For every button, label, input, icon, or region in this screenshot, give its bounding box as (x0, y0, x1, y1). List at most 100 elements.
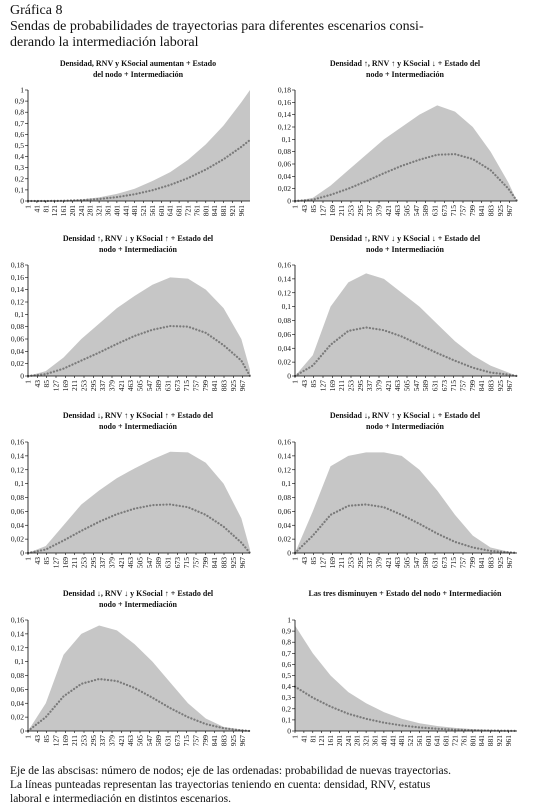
x-tick-label: 361 (104, 205, 113, 217)
chart-title: Las tres disminuyen + Estado del nodo + … (309, 589, 503, 598)
x-tick-label: 43 (300, 557, 309, 565)
x-tick-label: 589 (154, 380, 163, 392)
area (28, 277, 250, 376)
x-tick-label: 631 (431, 380, 440, 392)
x-tick-label: 361 (371, 735, 380, 747)
chart-title: nodo + Intermediación (366, 422, 444, 431)
y-tick-label: 0,12 (278, 465, 291, 474)
x-tick-label: 121 (50, 205, 59, 217)
chart: Densidad ↑, RNV ↑ y KSocial ↓ + Estado d… (278, 59, 519, 217)
chart-title: nodo + Intermediación (366, 245, 444, 254)
x-tick-label: 841 (210, 205, 219, 217)
y-tick-label: 0,04 (11, 347, 24, 356)
dotted-line (293, 153, 519, 203)
x-tick-label: 799 (468, 557, 477, 569)
x-tick-label: 757 (192, 735, 201, 747)
y-tick-label: 0,18 (11, 261, 24, 270)
x-tick-label: 211 (337, 557, 346, 568)
dotted-line (26, 503, 252, 555)
y-tick-label: 0,08 (11, 322, 24, 331)
x-tick-label: 337 (365, 557, 374, 569)
chart: Densidad, RNV y KSocial aumentan + Estad… (15, 59, 252, 217)
x-tick-label: 799 (201, 380, 210, 392)
y-tick-label: 0,04 (11, 521, 24, 530)
x-tick-label: 757 (192, 380, 201, 392)
x-tick-label: 715 (182, 380, 191, 392)
x-tick-label: 337 (98, 557, 107, 569)
x-tick-label: 925 (496, 557, 505, 569)
x-tick-label: 127 (319, 205, 328, 217)
x-tick-label: 883 (487, 205, 496, 217)
y-tick-label: 0,16 (11, 273, 24, 282)
x-tick-label: 295 (89, 380, 98, 392)
x-tick-label: 841 (210, 557, 219, 569)
x-tick-label: 757 (459, 205, 468, 217)
x-tick-label: 253 (347, 205, 356, 217)
y-tick-label: 0,04 (278, 172, 291, 181)
y-tick-label: 1 (20, 86, 24, 95)
y-tick-label: 0,02 (278, 535, 291, 544)
chart: Densidad ↓, RNV ↑ y KSocial ↓ + Estado d… (278, 411, 519, 569)
y-tick-label: 0,04 (278, 344, 291, 353)
x-tick-label: 883 (220, 735, 229, 747)
x-tick-label: 211 (70, 557, 79, 568)
x-tick-label: 81 (41, 205, 50, 213)
chart-title: nodo + Intermediación (99, 600, 177, 609)
x-tick-label: 43 (300, 205, 309, 213)
x-tick-label: 631 (431, 205, 440, 217)
x-tick-label: 601 (157, 205, 166, 217)
x-tick-label: 589 (154, 557, 163, 569)
x-tick-label: 481 (130, 205, 139, 217)
x-tick-label: 841 (477, 380, 486, 392)
x-tick-label: 961 (237, 205, 246, 217)
dotted-line (26, 324, 252, 378)
x-tick-label: 43 (33, 735, 42, 743)
x-tick-label: 841 (210, 380, 219, 392)
x-tick-label: 967 (505, 557, 514, 569)
x-tick-label: 421 (384, 205, 393, 217)
area (28, 625, 250, 731)
x-tick-label: 169 (328, 205, 337, 217)
y-tick-label: 0,9 (15, 97, 25, 106)
x-tick-label: 85 (42, 557, 51, 565)
y-tick-label: 0,06 (11, 685, 24, 694)
x-tick-label: 631 (164, 557, 173, 569)
x-tick-label: 505 (136, 380, 145, 392)
dotted-line (293, 685, 519, 732)
y-tick-label: 0,4 (15, 152, 25, 161)
x-tick-label: 799 (201, 557, 210, 569)
figure-title: Sendas de probabilidades de trayectorias… (10, 19, 424, 34)
x-tick-label: 883 (487, 557, 496, 569)
x-tick-label: 799 (201, 735, 210, 747)
x-tick-label: 463 (126, 380, 135, 392)
x-tick-label: 337 (365, 205, 374, 217)
x-tick-label: 211 (70, 735, 79, 746)
y-tick-label: 0,6 (282, 660, 292, 669)
x-tick-label: 211 (70, 380, 79, 391)
x-tick-label: 1 (24, 557, 33, 561)
y-tick-label: 0,18 (278, 86, 291, 95)
x-tick-label: 1 (291, 205, 300, 209)
x-tick-label: 1 (24, 205, 33, 209)
x-tick-label: 925 (229, 380, 238, 392)
x-tick-label: 883 (220, 557, 229, 569)
y-tick-label: 0,1 (15, 185, 25, 194)
x-tick-label: 169 (61, 735, 70, 747)
x-tick-label: 463 (393, 380, 402, 392)
x-tick-label: 211 (337, 380, 346, 391)
x-tick-label: 673 (440, 557, 449, 569)
x-tick-label: 967 (505, 205, 514, 217)
chart-title: Densidad ↑, RNV ↓ y KSocial ↑ + Estado d… (63, 234, 214, 243)
y-tick-label: 0,5 (282, 671, 292, 680)
x-tick-label: 421 (384, 380, 393, 392)
x-tick-label: 721 (184, 205, 193, 217)
x-tick-label: 43 (33, 557, 42, 565)
x-tick-label: 1 (291, 735, 300, 739)
x-tick-label: 379 (108, 557, 117, 569)
y-tick-label: 1 (287, 616, 291, 625)
y-tick-label: 0,2 (15, 174, 25, 183)
x-tick-label: 925 (229, 557, 238, 569)
figure-title: derando la intermediación laboral (10, 35, 199, 50)
x-tick-label: 967 (238, 735, 247, 747)
